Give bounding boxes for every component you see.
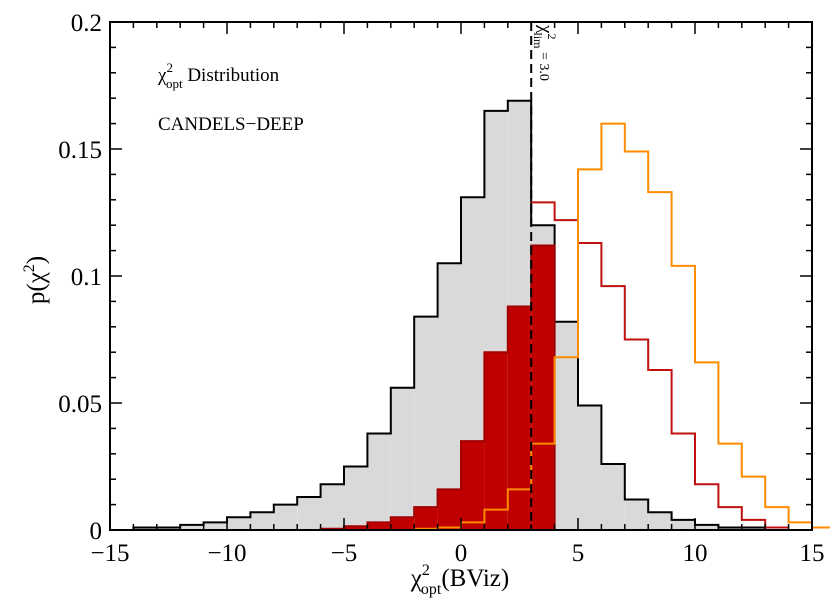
svg-text:χ2lim = 3.0: χ2lim = 3.0 xyxy=(531,24,559,81)
y-tick-label: 0.2 xyxy=(71,10,102,37)
bar-all-4 xyxy=(227,517,251,530)
y-tick-label: 0 xyxy=(90,518,103,545)
x-tick-label: 10 xyxy=(683,540,708,567)
bar-low-chi2-10 xyxy=(367,522,391,530)
threshold-label: χ2lim = 3.0 xyxy=(531,24,559,81)
y-tick-label: 0.1 xyxy=(71,264,102,291)
annotation-chi-symbol: χ xyxy=(157,65,167,86)
bar-all-10 xyxy=(367,433,391,530)
bar-all-6 xyxy=(273,504,298,530)
bar-low-chi2-16 xyxy=(507,306,532,530)
bar-all-24 xyxy=(695,524,719,530)
annotation-distribution: χ2 opt Distribution xyxy=(157,60,280,91)
bar-all-26 xyxy=(741,527,766,530)
y-axis-title: p(χ2) xyxy=(21,256,50,304)
bar-low-chi2-11 xyxy=(390,517,415,530)
bar-all-25 xyxy=(718,527,742,530)
axes: −15 −10 −5 0 5 10 15 0 0.05 0.1 0.15 0.2 xyxy=(58,10,824,567)
bar-all-9 xyxy=(344,466,368,530)
bar-all-8 xyxy=(320,484,344,530)
bar-all-12 xyxy=(414,316,438,530)
bar-all-23 xyxy=(671,519,695,530)
x-tick-label: 15 xyxy=(800,540,825,567)
svg-text:p(χ2): p(χ2) xyxy=(21,256,50,304)
y-tick-label: 0.15 xyxy=(58,137,102,164)
x-tick-label: −10 xyxy=(207,540,246,567)
x-tick-label: −5 xyxy=(331,540,358,567)
histogram-marks xyxy=(132,99,830,531)
x-tick-label: −15 xyxy=(90,540,129,567)
bar-all-13 xyxy=(437,263,461,530)
bar-all-2 xyxy=(180,524,204,530)
bar-all-22 xyxy=(648,512,672,530)
annotation-survey: CANDELS−DEEP xyxy=(158,114,304,135)
bar-low-chi2-14 xyxy=(461,441,485,530)
bar-all-21 xyxy=(624,499,649,530)
x-tick-label: 5 xyxy=(572,540,585,567)
bar-low-chi2-17 xyxy=(531,245,555,530)
bar-low-chi2-12 xyxy=(414,507,438,530)
bar-all-7 xyxy=(297,496,321,530)
bar-low-chi2-9 xyxy=(344,526,368,530)
bar-all-19 xyxy=(578,405,602,530)
bar-all-1 xyxy=(156,527,181,530)
bar-all-0 xyxy=(133,527,157,530)
outline-all xyxy=(132,99,789,531)
x-tick-label: 0 xyxy=(455,540,468,567)
bar-low-chi2-13 xyxy=(437,489,461,530)
y-tick-label: 0.05 xyxy=(58,391,102,418)
bar-all-20 xyxy=(601,463,625,530)
bar-all-18 xyxy=(554,321,578,530)
bar-all-3 xyxy=(203,522,227,530)
bar-all-11 xyxy=(390,387,415,530)
x-axis-title: χ2 opt(BViz) xyxy=(410,562,509,598)
series-low-chi2 xyxy=(133,244,556,531)
bar-low-chi2-15 xyxy=(484,352,508,530)
bar-all-5 xyxy=(250,512,274,530)
